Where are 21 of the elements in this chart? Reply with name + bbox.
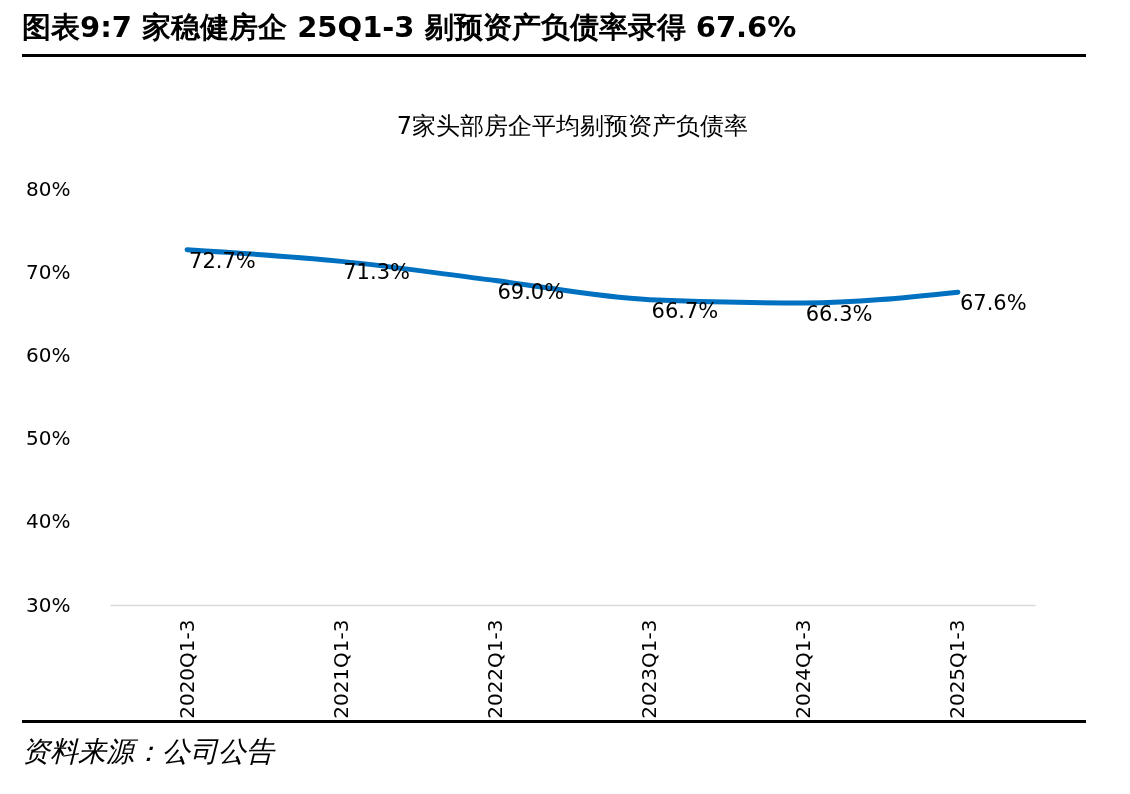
- text: 资料来源：公司公告: [22, 720, 1086, 771]
- x-tick-label: 2023Q1-3: [637, 619, 662, 719]
- y-tick-label: 80%: [26, 176, 71, 201]
- y-tick-label: 30%: [26, 592, 71, 617]
- data-label: 67.6%: [959, 291, 1027, 316]
- x-tick-label: 2022Q1-3: [482, 619, 507, 719]
- x-tick-label: 2021Q1-3: [328, 619, 353, 719]
- data-label: 66.7%: [651, 298, 719, 323]
- chart-subtitle: 7家头部房企平均剔预资产负债率: [396, 112, 749, 140]
- data-label: 72.7%: [189, 248, 256, 273]
- x-tick-label: 2024Q1-3: [791, 619, 816, 719]
- y-tick-label: 50%: [26, 426, 71, 451]
- chart-title: 图表9:7 家稳健房企 25Q1-3 剔预资产负债率录得 67.6%: [22, 8, 1086, 57]
- y-tick-label: 60%: [26, 342, 71, 367]
- y-tick-label: 70%: [26, 259, 71, 284]
- x-tick-label: 2020Q1-3: [174, 619, 199, 719]
- data-label: 66.3%: [805, 301, 873, 326]
- y-tick-label: 40%: [26, 509, 71, 534]
- x-tick-label: 2025Q1-3: [945, 619, 970, 719]
- data-label: 71.3%: [343, 260, 410, 285]
- data-label: 69.0%: [497, 279, 565, 304]
